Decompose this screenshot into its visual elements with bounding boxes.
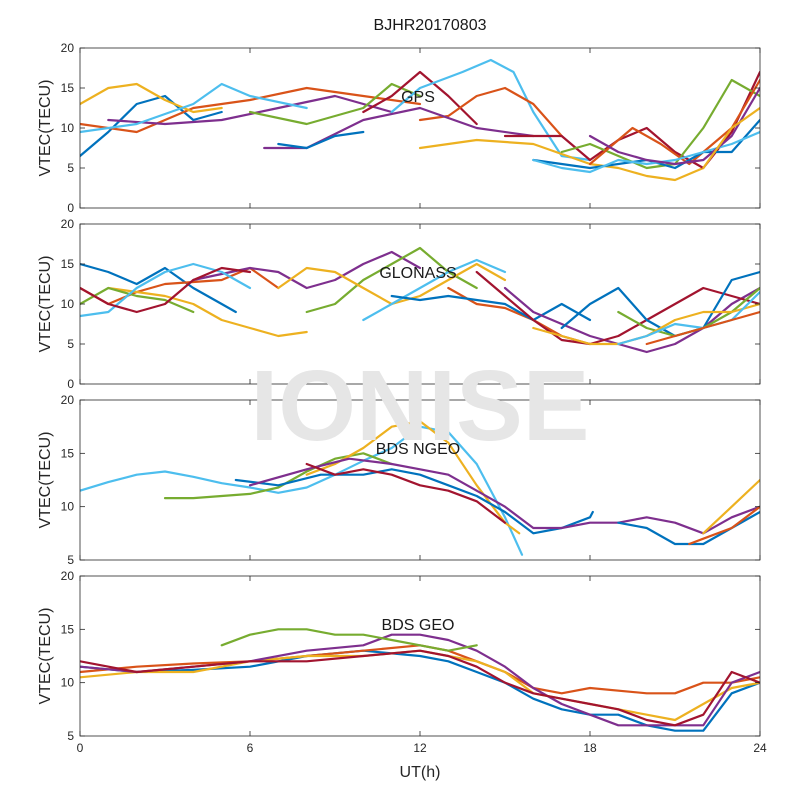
series-group [80, 58, 760, 182]
series-line [80, 86, 422, 134]
series-line [688, 505, 760, 546]
series-line [248, 457, 760, 535]
panel-label: GLONASS [379, 265, 456, 282]
y-tick-label: 15 [61, 446, 75, 460]
y-tick-label: 0 [67, 201, 74, 215]
y-tick-label: 5 [67, 729, 74, 743]
series-line [503, 286, 760, 354]
panel-glonass: 0 5 10 15 20 VTEC(TECU) GLONASS [37, 217, 761, 391]
y-tick-label: 15 [61, 622, 75, 636]
y-tick-label: 15 [61, 257, 75, 271]
y-tick-label: 20 [61, 569, 75, 583]
series-line [107, 286, 308, 338]
y-tick-label: 0 [67, 377, 74, 391]
series-line [163, 452, 393, 500]
series-line [305, 420, 521, 535]
series-line [80, 286, 195, 314]
series-line [80, 262, 252, 318]
series-line [362, 70, 478, 126]
series-line [588, 78, 760, 166]
series-group [80, 628, 760, 732]
y-axis-label: VTEC(TECU) [37, 432, 54, 529]
y-axis-label: VTEC(TECU) [37, 256, 54, 353]
series-line [645, 310, 760, 346]
y-tick-label: 20 [61, 217, 75, 231]
series-line [532, 130, 760, 174]
series-line [107, 94, 393, 126]
y-tick-label: 20 [61, 393, 75, 407]
series-line [192, 250, 422, 290]
series-group [80, 420, 760, 556]
y-axis-label: VTEC(TECU) [37, 608, 54, 705]
series-line [80, 649, 760, 727]
series-line [80, 425, 524, 556]
series-line [532, 118, 760, 170]
y-tick-label: 10 [61, 121, 75, 135]
y-axis-label: VTEC(TECU) [37, 80, 54, 177]
series-line [80, 82, 223, 114]
series-line [390, 58, 592, 162]
panel-label: GPS [401, 89, 435, 106]
watermark: IONISE [251, 350, 590, 462]
series-group [80, 246, 760, 354]
y-tick-label: 5 [67, 161, 74, 175]
series-line [80, 262, 237, 314]
y-tick-label: 10 [61, 297, 75, 311]
series-line [588, 86, 760, 166]
series-line [702, 478, 760, 535]
series-line [277, 130, 365, 150]
panel-gps: 0 5 10 15 20 VTEC(TECU) GPS [37, 41, 761, 215]
x-tick-label: 0 [77, 741, 84, 755]
y-tick-label: 10 [61, 676, 75, 690]
series-line [305, 462, 507, 524]
y-tick-label: 15 [61, 81, 75, 95]
x-tick-label: 24 [753, 741, 767, 755]
series-line [80, 94, 223, 158]
series-line [220, 628, 478, 652]
x-tick-label: 18 [583, 741, 597, 755]
x-tick-label: 6 [247, 741, 254, 755]
panel-bds-ngeo: 5 10 15 20 VTEC(TECU) BDS NGEO [37, 393, 761, 567]
series-line [617, 290, 760, 346]
panel-label: BDS GEO [382, 617, 455, 634]
x-axis-label: UT(h) [400, 764, 441, 781]
panel-label: BDS NGEO [376, 441, 460, 458]
y-tick-label: 5 [67, 337, 74, 351]
series-line [702, 106, 760, 170]
series-line [80, 266, 252, 314]
panel-bds-geo: 5 10 15 20 0 6 12 18 24 VTEC(TECU) BDS GEO [37, 569, 767, 755]
series-line [390, 294, 592, 322]
y-tick-label: 10 [61, 500, 75, 514]
series-line [475, 270, 760, 346]
series-line [80, 82, 308, 134]
y-tick-label: 20 [61, 41, 75, 55]
y-tick-label: 5 [67, 553, 74, 567]
figure-title: BJHR20170803 [374, 17, 487, 34]
x-tick-label: 12 [413, 741, 427, 755]
series-line [362, 258, 507, 322]
